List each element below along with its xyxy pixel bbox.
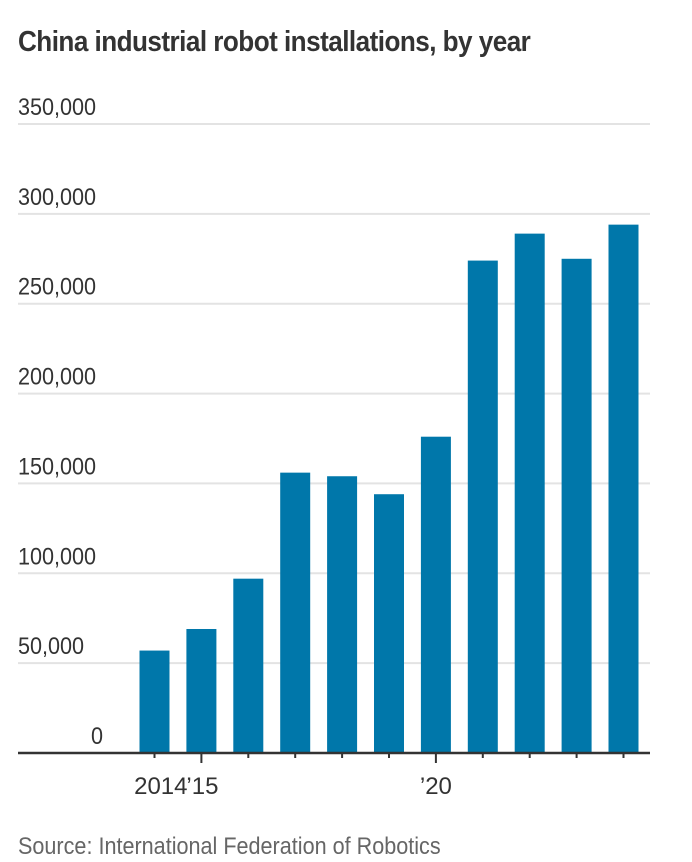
x-axis: 2014’15 ’20 [18,751,650,800]
y-tick-label: 50,000 [18,632,84,659]
x-tick-label-2015: ’15 [186,773,218,800]
bar-2015 [186,628,217,753]
source-note: Source: International Federation of Robo… [18,833,441,860]
y-tick-label: 200,000 [18,362,96,389]
bar-2022 [514,233,545,753]
bar-2023 [561,258,592,753]
bar-2021 [467,260,498,753]
y-tick-label: 350,000 [18,93,96,120]
bar-2020 [420,436,451,753]
bar-2019 [374,494,404,753]
bar-2014 [139,650,170,753]
y-tick-label: 300,000 [18,183,96,210]
x-tick-label-2020: ’20 [420,773,452,800]
x-tick-label-2014: 2014 [134,773,187,800]
bars [139,224,639,753]
y-axis-tick-labels: 0 50,000 100,000 150,000 200,000 250,000 300,0… [18,93,103,749]
y-tick-label: 250,000 [18,273,96,300]
bar-2018 [327,476,358,753]
bar-2017 [280,472,311,753]
bar-2016 [233,578,264,753]
y-tick-label: 150,000 [18,452,96,479]
y-tick-label: 0 [91,722,103,749]
chart-title: China industrial robot installations, by… [18,26,531,58]
y-tick-label: 100,000 [18,542,96,569]
bar-2024 [608,224,639,753]
